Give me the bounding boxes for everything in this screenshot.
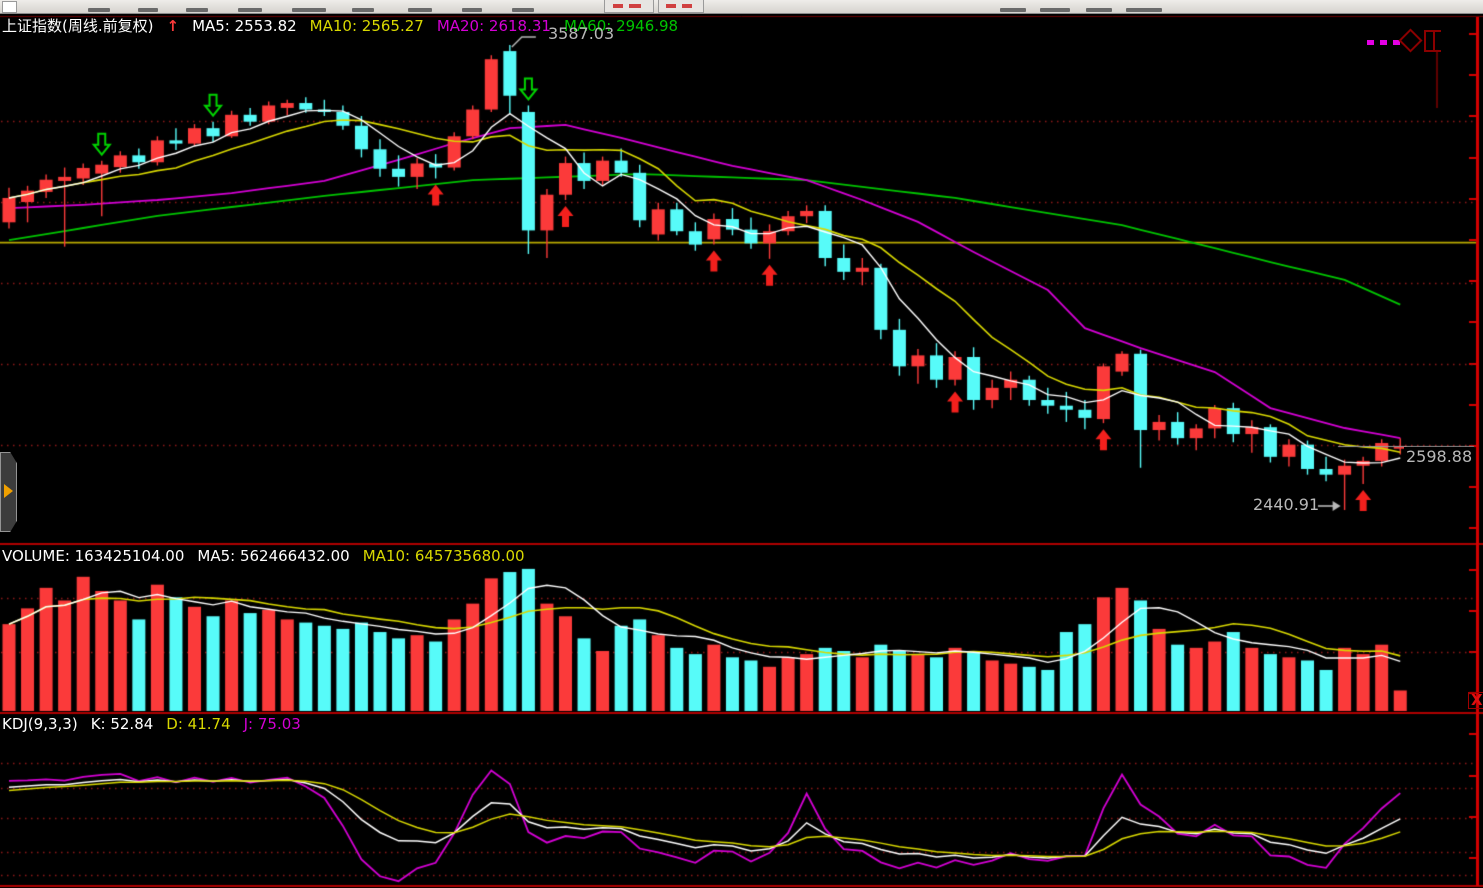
window-restore-icon[interactable] [1424,30,1441,52]
diamond-icon[interactable] [1398,28,1423,53]
price-pane-header: 上证指数(周线.前复权) ↑ MA5: 2553.82 MA10: 2565.2… [2,18,678,35]
menu-item-partial[interactable] [186,8,208,12]
ma20-value: MA20: 2618.31 [436,17,551,35]
kdj-k-value: K: 52.84 [90,715,154,733]
volume-ma5-value: MA5: 562466432.00 [197,547,350,565]
menu-item-partial[interactable] [462,8,482,12]
menu-item-partial[interactable] [352,8,374,12]
volume-pane-close-button[interactable]: X [1468,692,1483,709]
menu-item-partial[interactable] [1086,8,1112,12]
menu-item-partial[interactable] [292,8,326,12]
last-price-label: 2598.88 [1404,447,1475,466]
menu-item-partial[interactable] [1040,8,1070,12]
menu-item-partial[interactable] [408,8,432,12]
ma5-value: MA5: 2553.82 [192,17,297,35]
ma10-value: MA10: 2565.27 [309,17,424,35]
menu-item-partial[interactable] [512,8,534,12]
kdj-name: KDJ(9,3,3) [2,715,78,733]
menu-item-partial[interactable] [1000,8,1026,12]
ma60-value: MA60: 2946.98 [563,17,679,35]
menu-bar[interactable] [0,0,1483,14]
volume-pane-header: VOLUME: 163425104.00 MA5: 562466432.00 M… [2,548,525,565]
up-arrow-icon: ↑ [166,17,180,35]
more-dots-icon[interactable] [1380,40,1387,45]
kdj-j-value: J: 75.03 [243,715,301,733]
peak-price-label: 3587.03 [548,24,615,43]
kdj-pane-header: KDJ(9,3,3) K: 52.84 D: 41.74 J: 75.03 [2,716,301,733]
menu-item-partial[interactable] [238,8,262,12]
toolbar-button[interactable] [658,0,704,13]
more-dots-icon[interactable] [1367,40,1374,45]
kdj-d-value: D: 41.74 [166,715,231,733]
sidebar-expand-handle[interactable] [0,452,17,532]
symbol-title: 上证指数(周线.前复权) [2,17,154,35]
menu-item-partial[interactable] [1126,8,1162,12]
toolbar-button[interactable] [604,0,654,13]
volume-value: VOLUME: 163425104.00 [2,547,185,565]
chart-toolbar [1360,28,1450,54]
low-price-label: 2440.91 [1253,495,1320,514]
menu-item-partial[interactable] [88,8,110,12]
volume-ma10-value: MA10: 645735680.00 [362,547,525,565]
app-icon[interactable] [2,1,17,13]
menu-item-partial[interactable] [138,8,158,12]
expand-arrow-icon [4,484,13,498]
more-dots-icon[interactable] [1393,40,1400,45]
